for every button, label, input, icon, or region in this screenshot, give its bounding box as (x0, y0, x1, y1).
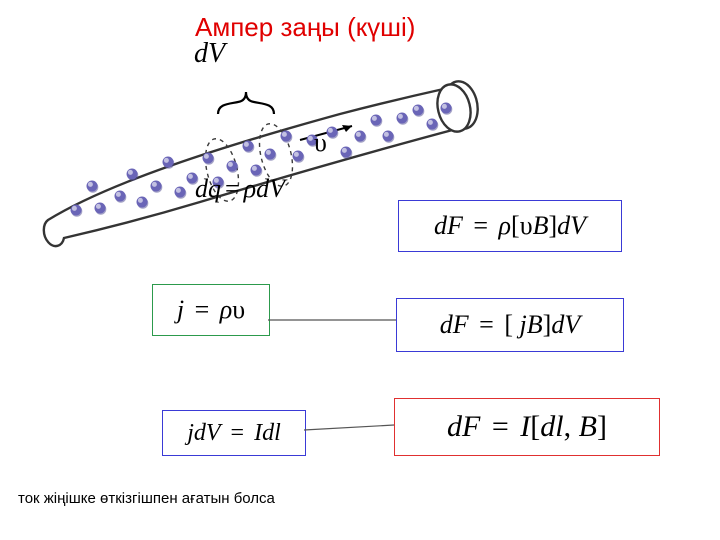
formula-dF-jB-dV: dF = [ jB]dV (396, 298, 624, 352)
formula-j-eq-rho-v: j = ρυ (152, 284, 270, 336)
formula-jdV-eq-Idl: jdV = Idl (162, 410, 306, 456)
formula-f2-math: j = ρυ (177, 297, 245, 323)
formula-f4-math: jdV = Idl (187, 421, 281, 445)
page-title: Ампер заңы (күші) (195, 12, 415, 43)
dq-lhs: dq (195, 174, 221, 203)
formula-dF-rho-vB-dV: dF = ρ[υB]dV (398, 200, 622, 252)
dq-eq: = (221, 174, 244, 203)
formula-f3-math: dF = [ jB]dV (440, 312, 580, 338)
formula-dF-I-dlB: dF = I[dl, B] (394, 398, 660, 456)
label-upsilon: υ (314, 130, 327, 156)
dq-rhs: ρdV (244, 174, 285, 203)
label-dV: dV (194, 40, 225, 68)
formula-f5-math: dF = I[dl, B] (447, 412, 607, 442)
formula-f1-math: dF = ρ[υB]dV (434, 213, 586, 239)
caption-text: ток жіңішке өткізгішпен ағатын болса (18, 490, 275, 507)
label-dq: dq=ρdV (195, 176, 285, 202)
connector-lines (0, 0, 720, 540)
